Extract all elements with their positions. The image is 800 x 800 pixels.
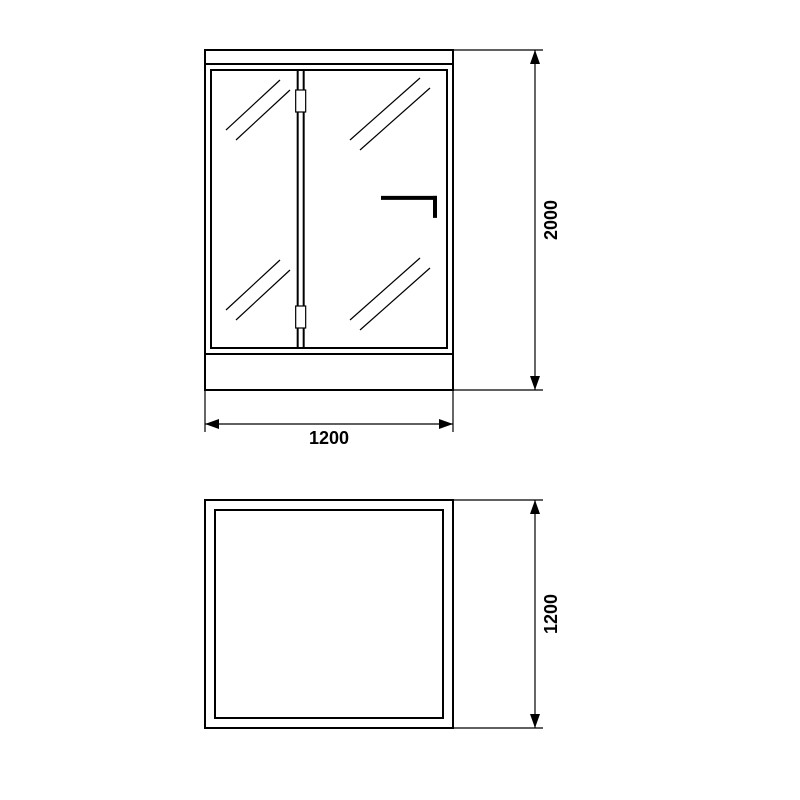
- dimension-label: 1200: [309, 428, 349, 448]
- plan-view: [205, 500, 453, 728]
- front-elevation: [205, 50, 453, 390]
- dimension-drawing: 2000 1200 1200: [0, 0, 800, 800]
- dimension-label: 2000: [541, 200, 561, 240]
- dimension-label: 1200: [541, 594, 561, 634]
